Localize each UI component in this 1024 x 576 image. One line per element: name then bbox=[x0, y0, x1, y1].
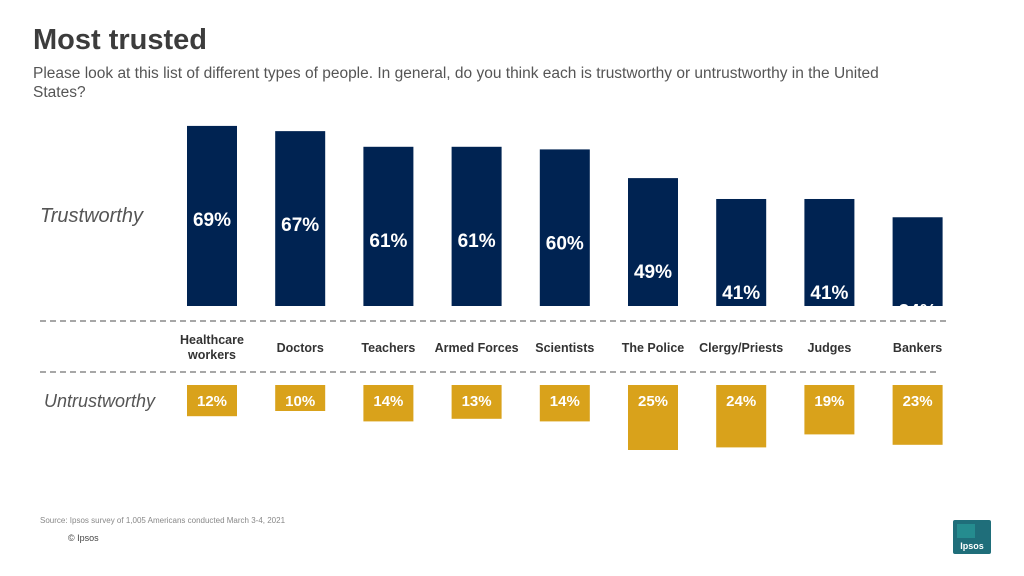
untrust-bar bbox=[804, 385, 855, 435]
trust-bar bbox=[539, 149, 590, 306]
trust-bar-label: 60% bbox=[546, 233, 584, 254]
trust-bar-label: 41% bbox=[722, 283, 760, 304]
trust-bar-label: 41% bbox=[810, 283, 848, 304]
untrust-bar-label: 10% bbox=[285, 393, 315, 410]
category-label: Armed Forces bbox=[435, 341, 519, 355]
untrust-bar bbox=[716, 385, 767, 448]
untrust-bar-label: 14% bbox=[373, 393, 403, 410]
trust-bar bbox=[363, 146, 414, 306]
category-label: Teachers bbox=[361, 341, 415, 355]
trust-bar bbox=[716, 198, 767, 306]
page-subtitle: Please look at this list of different ty… bbox=[33, 65, 879, 101]
untrust-bar bbox=[451, 385, 502, 419]
trust-bar-label: 67% bbox=[281, 215, 319, 236]
untrust-bar-label: 12% bbox=[197, 393, 227, 410]
trust-bar bbox=[892, 217, 943, 306]
category-label: Bankers bbox=[893, 341, 942, 355]
untrust-bar-label: 19% bbox=[814, 393, 844, 410]
category-label: Scientists bbox=[535, 341, 594, 355]
logo-accent bbox=[957, 524, 975, 538]
trust-bar bbox=[804, 198, 855, 306]
logo-text: Ipsos bbox=[960, 541, 984, 551]
category-label: Doctors bbox=[277, 341, 324, 355]
untrust-bar bbox=[363, 385, 414, 422]
category-label: Judges bbox=[808, 341, 852, 355]
trust-bar-label: 69% bbox=[193, 210, 231, 231]
untrust-bar-label: 13% bbox=[462, 393, 492, 410]
row-label-trustworthy: Trustworthy bbox=[40, 205, 144, 227]
trust-bar bbox=[187, 125, 237, 306]
trust-bar bbox=[275, 131, 326, 306]
category-label: The Police bbox=[622, 341, 685, 355]
trust-bar bbox=[451, 146, 502, 306]
untrust-bar bbox=[275, 385, 326, 411]
category-label: Healthcare workers bbox=[180, 333, 244, 362]
copyright: © Ipsos bbox=[68, 533, 99, 543]
category-label: Clergy/Priests bbox=[699, 341, 783, 355]
untrust-bar-label: 24% bbox=[726, 393, 756, 410]
untrust-bar bbox=[187, 385, 237, 417]
untrust-bar bbox=[892, 385, 943, 445]
untrust-bar bbox=[628, 385, 678, 450]
row-label-untrustworthy: Untrustworthy bbox=[44, 391, 156, 411]
untrust-bar-label: 25% bbox=[638, 393, 668, 410]
page-title: Most trusted bbox=[33, 24, 207, 56]
trust-bar-label: 34% bbox=[899, 301, 937, 322]
trust-bar-label: 61% bbox=[458, 231, 496, 252]
ipsos-logo: Ipsos bbox=[953, 520, 991, 554]
trust-bar-label: 49% bbox=[634, 262, 672, 283]
untrust-bar bbox=[539, 385, 590, 422]
trust-bar bbox=[628, 178, 678, 306]
source-note: Source: Ipsos survey of 1,005 Americans … bbox=[40, 516, 286, 525]
untrust-bar-label: 23% bbox=[903, 393, 933, 410]
untrust-bar-label: 14% bbox=[550, 393, 580, 410]
trust-bar-label: 61% bbox=[369, 231, 407, 252]
